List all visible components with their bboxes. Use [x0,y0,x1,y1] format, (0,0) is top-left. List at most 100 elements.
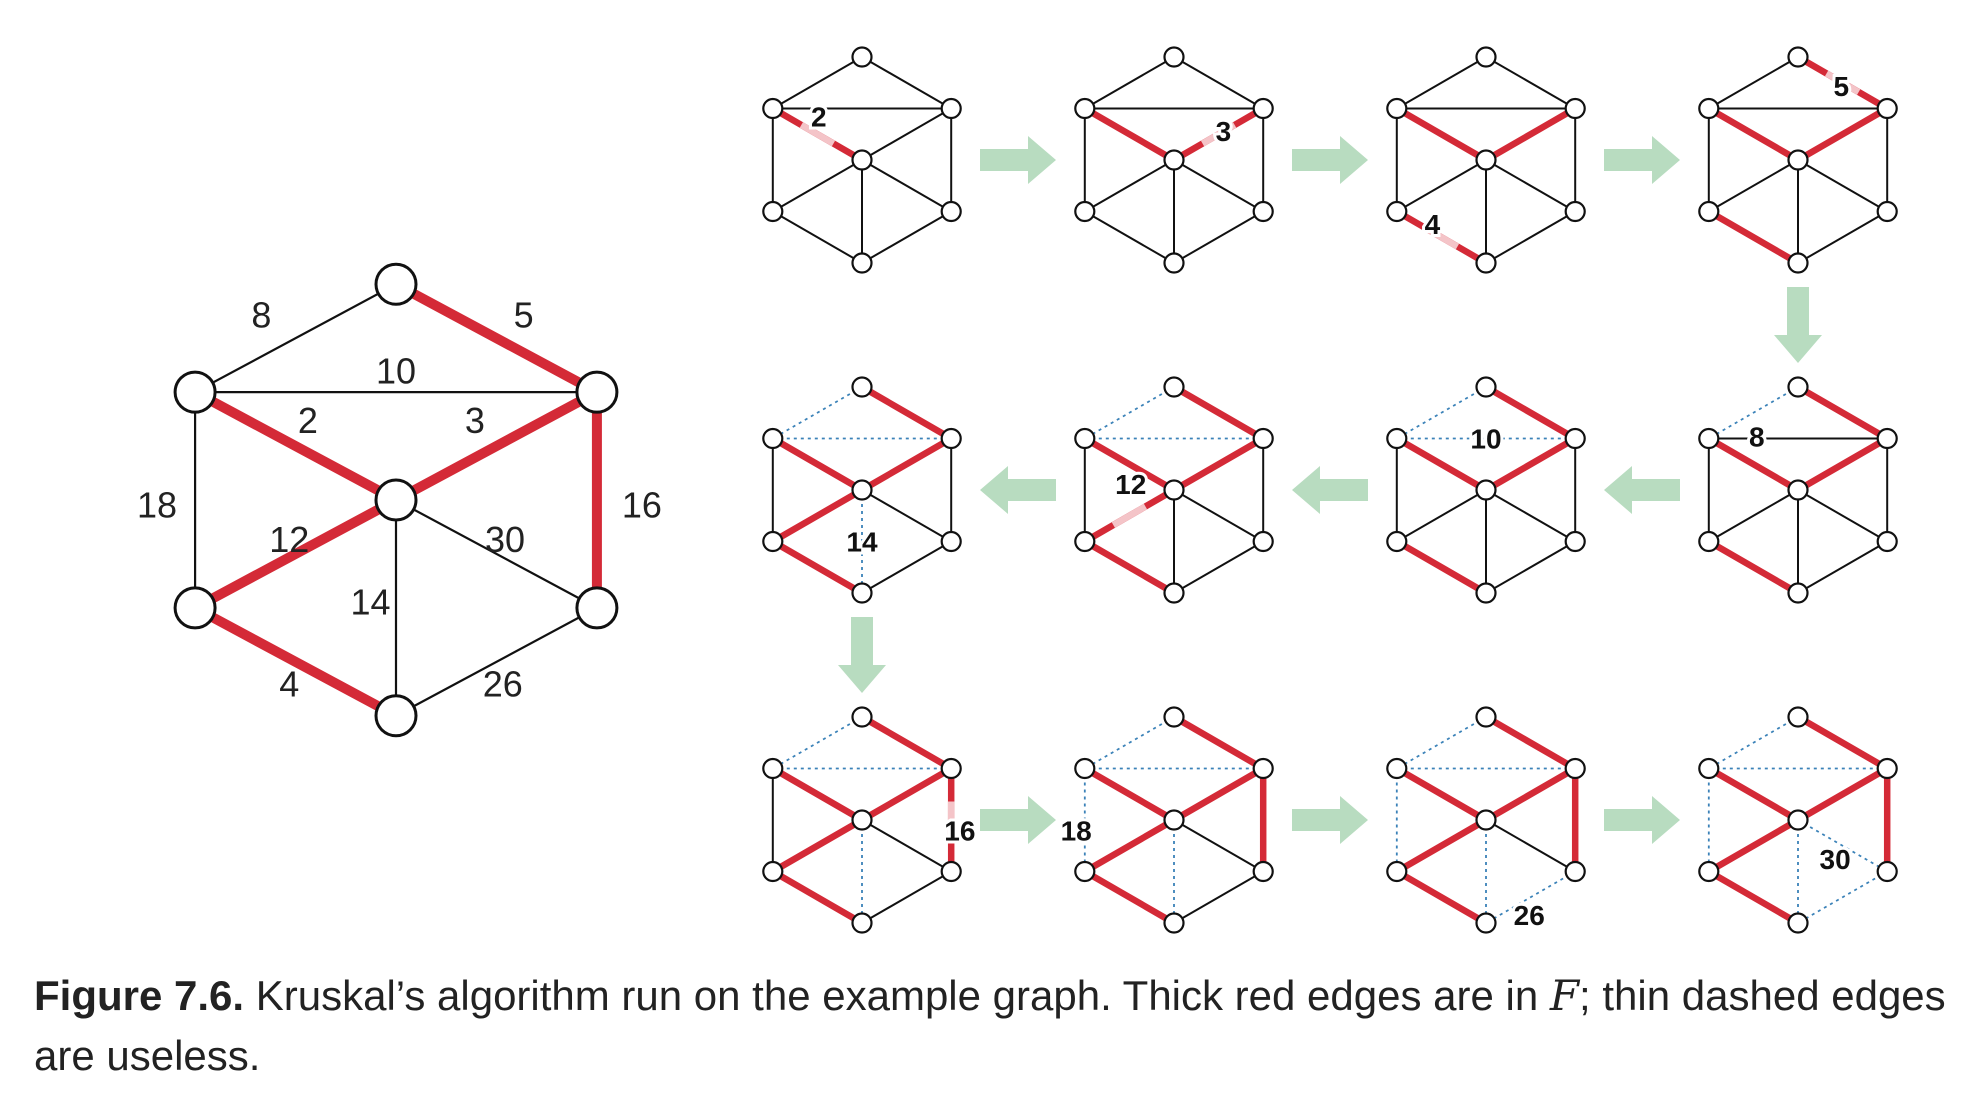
step5-vertex-c [1876,427,1898,450]
step6-vertex-e [1386,530,1408,553]
step9-edge-de [769,816,866,875]
step6-vertex-g [1475,582,1497,604]
main-edge-fg [394,606,599,717]
main-vertex-b [173,370,217,414]
step8-edge-ab [772,386,863,440]
step-arrow-3 [1604,136,1680,184]
step3-edge-highlight [1423,225,1460,250]
step4-edge-fg [1797,210,1888,264]
step5-edge-label: 8 [1749,421,1765,452]
step10-edge-bd [1081,765,1178,824]
step6-edge-label: 10 [1470,424,1501,455]
step5-edge-eg [1705,538,1802,597]
step3-vertex-g [1475,252,1497,274]
main-edge-label-ab: 8 [251,294,271,335]
step4-vertex-f [1876,200,1898,223]
step7-edge-fg [1173,540,1264,594]
step3-edge-cd [1482,105,1579,164]
step9-vertex-d [851,809,873,831]
step12-edge-fg [1797,870,1888,924]
step10-edge-label: 18 [1061,815,1092,846]
step2-edge-fg [1173,210,1264,264]
step12-vertex-e [1698,860,1720,883]
step6-vertex-d [1475,479,1497,501]
step3-edge-ab [1396,56,1487,110]
step2-vertex-a [1163,46,1185,68]
step-arrow-2 [1292,136,1368,184]
step12-vertex-g [1787,912,1809,934]
main-edge-label-dg: 14 [350,581,390,622]
step9-vertex-b [762,757,784,780]
step11-edge-cd [1482,765,1579,824]
step11-edge-bd [1393,765,1490,824]
step9-vertex-f [940,860,962,883]
step6-edge-df [1485,489,1576,543]
main-vertex-e [173,586,217,630]
step10-vertex-f [1252,860,1274,883]
step1-vertex-b [762,97,784,120]
step7-vertex-c [1252,427,1274,450]
step1-vertex-e [762,200,784,223]
step12-edge-ac [1794,713,1891,772]
step7-vertex-e [1074,530,1096,553]
step6-vertex-c [1564,427,1586,450]
step1-edge-ac [861,56,952,110]
step4-edge-highlight [1824,70,1861,95]
step5-edge-bd [1705,435,1802,494]
step9-edge-cd [858,765,955,824]
step6-vertex-f [1564,530,1586,553]
step7-vertex-b [1074,427,1096,450]
step-arrow-11 [1604,796,1680,844]
main-edge-df [394,498,599,609]
step11-vertex-g [1475,912,1497,934]
step3-edge-fg [1485,210,1576,264]
step-graph-2: 3 [1074,46,1274,274]
step1-edge-ab [772,56,863,110]
step9-vertex-a [851,706,873,728]
step10-vertex-e [1074,860,1096,883]
step12-vertex-a [1787,706,1809,728]
step9-vertex-c [940,757,962,780]
step2-edge-bd [1081,105,1178,164]
step1-edge-eg [772,210,863,264]
step1-edge-de [772,159,863,213]
main-edge-ab [193,283,398,394]
step11-vertex-d [1475,809,1497,831]
main-edge-label-be: 18 [137,484,177,525]
step2-edge-highlight [1200,122,1237,147]
step7-edge-ab [1084,386,1175,440]
step-graph-10: 18 [1058,706,1274,934]
step-graph-9: 16 [762,706,978,934]
step10-edge-ac [1170,713,1267,772]
step-arrow-6 [1292,466,1368,514]
step4-edge-eg [1705,208,1802,267]
step12-vertex-f [1876,860,1898,883]
algorithm-steps: 2 3 4 5 8 10 12 14 16 18 26 30 [762,46,1898,934]
step2-edge-eg [1084,210,1175,264]
step3-vertex-c [1564,97,1586,120]
figure-caption: Figure 7.6. Kruskal’s algorithm run on t… [34,966,1964,1086]
step-graph-4: 5 [1698,46,1898,274]
step7-vertex-g [1163,582,1185,604]
step8-vertex-f [940,530,962,553]
step5-vertex-f [1876,530,1898,553]
step8-vertex-b [762,427,784,450]
step7-edge-ac [1170,383,1267,442]
step9-edge-ab [772,716,863,770]
step12-edge-de [1705,816,1802,875]
step3-edge-ac [1485,56,1576,110]
step7-edge-df [1173,489,1264,543]
step6-edge-bd [1393,435,1490,494]
step6-vertex-b [1386,427,1408,450]
step10-edge-eg [1081,868,1178,927]
step6-vertex-a [1475,376,1497,398]
step8-edge-fg [861,540,952,594]
step10-edge-ab [1084,716,1175,770]
step11-vertex-a [1475,706,1497,728]
step-graph-3: 4 [1386,46,1586,274]
step6-edge-cd [1482,435,1579,494]
step1-edge-label: 2 [811,102,827,133]
step12-edge-df [1797,819,1888,873]
main-edge-label-de: 12 [269,519,309,560]
step2-edge-label: 3 [1216,116,1232,147]
